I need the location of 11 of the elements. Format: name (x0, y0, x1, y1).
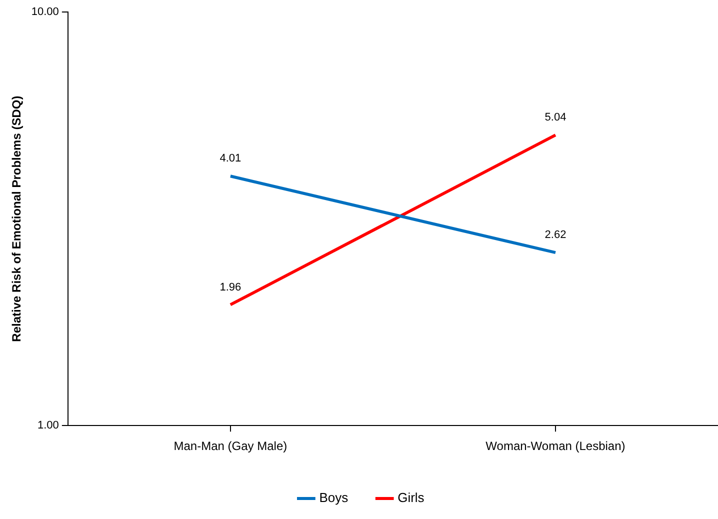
legend-label: Boys (319, 490, 349, 506)
data-label: 1.96 (220, 281, 242, 294)
y-tick-label: 1.00 (38, 420, 59, 432)
data-label: 4.01 (220, 152, 242, 165)
y-tick-label: 10.00 (31, 6, 59, 18)
legend-label: Girls (398, 490, 425, 506)
data-label: 5.04 (544, 112, 566, 124)
y-axis-title: Relative Risk of Emotional Problems (SDQ) (10, 96, 24, 342)
data-label: 2.62 (544, 229, 566, 242)
x-tick-label: Man-Man (Gay Male) (174, 439, 288, 454)
x-tick-label: Woman-Woman (Lesbian) (486, 439, 626, 454)
